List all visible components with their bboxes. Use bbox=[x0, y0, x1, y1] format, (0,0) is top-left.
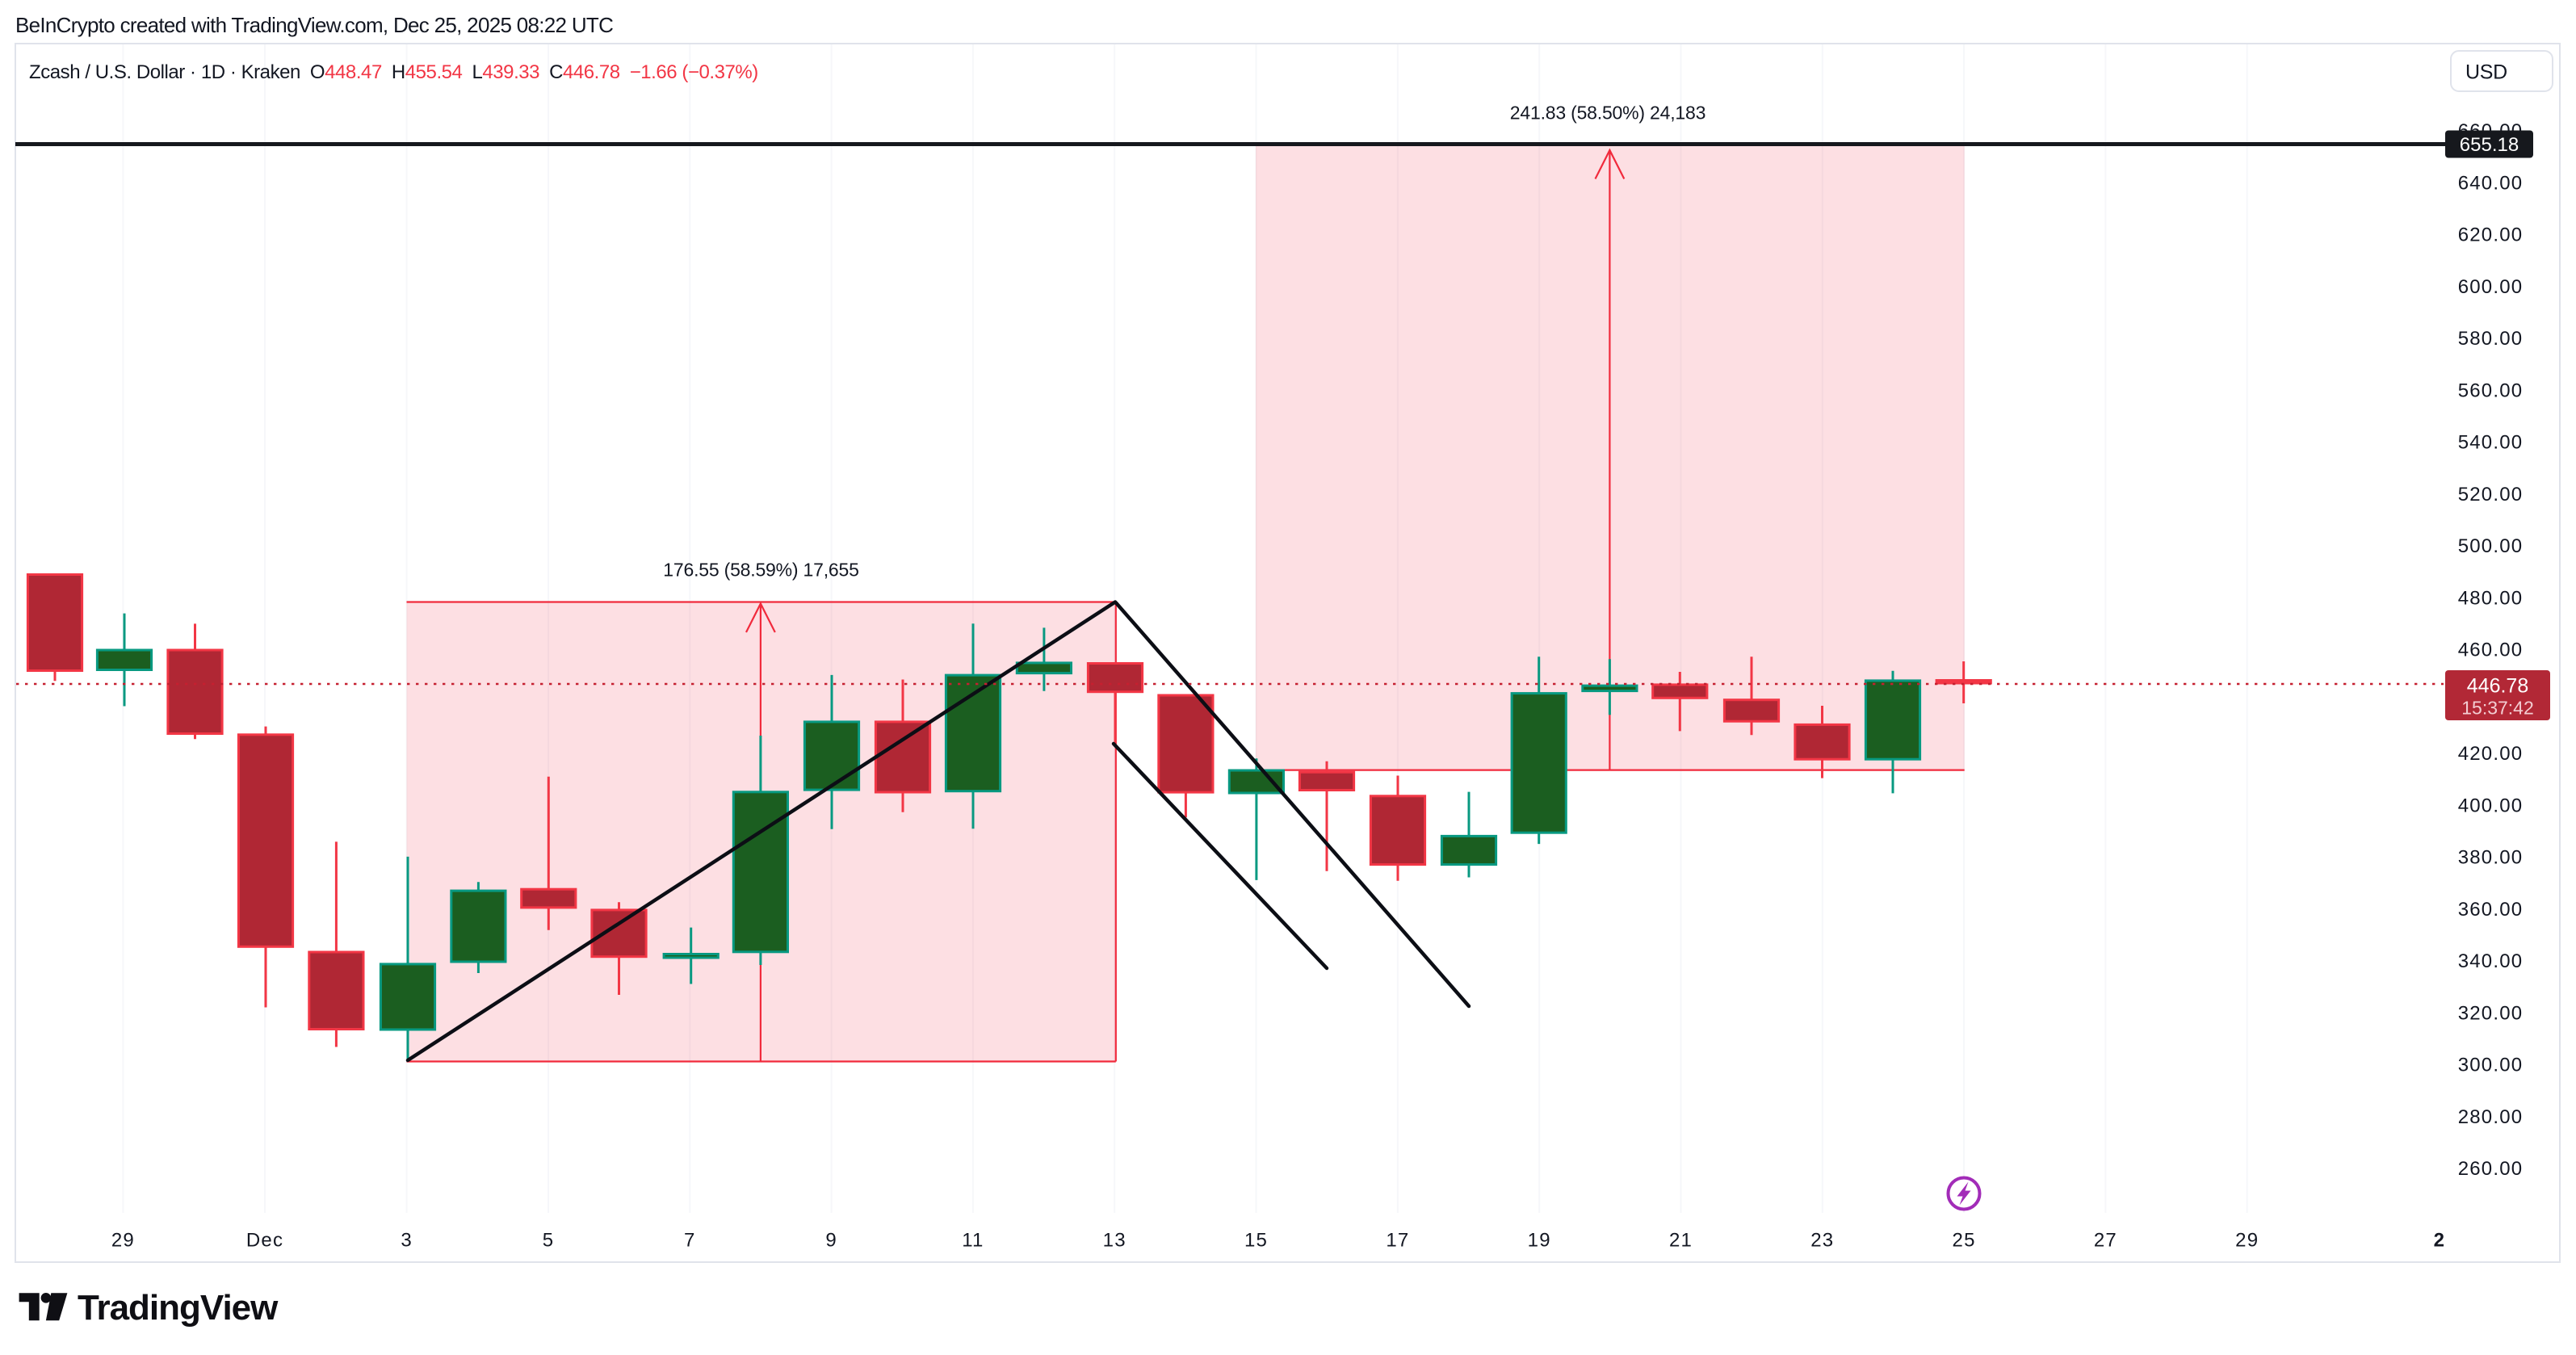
svg-text:241.83 (58.50%) 24,183: 241.83 (58.50%) 24,183 bbox=[1510, 103, 1705, 124]
svg-text:176.55 (58.59%) 17,655: 176.55 (58.59%) 17,655 bbox=[663, 560, 858, 581]
svg-text:25: 25 bbox=[1953, 1230, 1976, 1252]
svg-text:USD: USD bbox=[2465, 61, 2507, 84]
svg-text:520.00: 520.00 bbox=[2458, 484, 2524, 506]
svg-text:TradingView: TradingView bbox=[78, 1288, 279, 1328]
svg-text:560.00: 560.00 bbox=[2458, 380, 2524, 401]
svg-text:11: 11 bbox=[962, 1230, 984, 1252]
svg-text:19: 19 bbox=[1528, 1230, 1551, 1252]
svg-text:400.00: 400.00 bbox=[2458, 795, 2524, 816]
svg-text:15:37:42: 15:37:42 bbox=[2461, 698, 2534, 719]
svg-text:23: 23 bbox=[1810, 1230, 1834, 1252]
svg-text:320.00: 320.00 bbox=[2458, 1002, 2524, 1024]
svg-text:460.00: 460.00 bbox=[2458, 640, 2524, 661]
svg-text:29: 29 bbox=[111, 1230, 135, 1252]
svg-text:360.00: 360.00 bbox=[2458, 899, 2524, 921]
svg-text:655.18: 655.18 bbox=[2460, 134, 2519, 156]
svg-text:2: 2 bbox=[2434, 1230, 2444, 1252]
svg-text:29: 29 bbox=[2235, 1230, 2259, 1252]
svg-text:380.00: 380.00 bbox=[2458, 847, 2524, 869]
svg-text:3: 3 bbox=[401, 1230, 413, 1252]
svg-text:13: 13 bbox=[1103, 1230, 1126, 1252]
svg-text:480.00: 480.00 bbox=[2458, 587, 2524, 609]
svg-text:600.00: 600.00 bbox=[2458, 276, 2524, 298]
svg-text:21: 21 bbox=[1669, 1230, 1693, 1252]
svg-text:Zcash / U.S. Dollar · 1D · Kra: Zcash / U.S. Dollar · 1D · Kraken O448.47… bbox=[29, 61, 758, 83]
svg-text:500.00: 500.00 bbox=[2458, 535, 2524, 557]
svg-text:260.00: 260.00 bbox=[2458, 1158, 2524, 1180]
svg-text:5: 5 bbox=[543, 1230, 555, 1252]
svg-text:Dec: Dec bbox=[246, 1230, 283, 1252]
svg-text:540.00: 540.00 bbox=[2458, 432, 2524, 454]
svg-text:580.00: 580.00 bbox=[2458, 328, 2524, 350]
svg-text:15: 15 bbox=[1244, 1230, 1268, 1252]
svg-text:9: 9 bbox=[825, 1230, 837, 1252]
svg-text:17: 17 bbox=[1386, 1230, 1409, 1252]
svg-text:280.00: 280.00 bbox=[2458, 1106, 2524, 1128]
svg-text:640.00: 640.00 bbox=[2458, 172, 2524, 194]
svg-text:7: 7 bbox=[684, 1230, 696, 1252]
svg-text:BeInCrypto created with Tradin: BeInCrypto created with TradingView.com,… bbox=[15, 13, 613, 37]
svg-text:420.00: 420.00 bbox=[2458, 743, 2524, 765]
svg-text:446.78: 446.78 bbox=[2467, 675, 2528, 698]
svg-text:27: 27 bbox=[2094, 1230, 2117, 1252]
svg-text:340.00: 340.00 bbox=[2458, 950, 2524, 972]
svg-text:300.00: 300.00 bbox=[2458, 1055, 2524, 1076]
svg-text:620.00: 620.00 bbox=[2458, 224, 2524, 246]
